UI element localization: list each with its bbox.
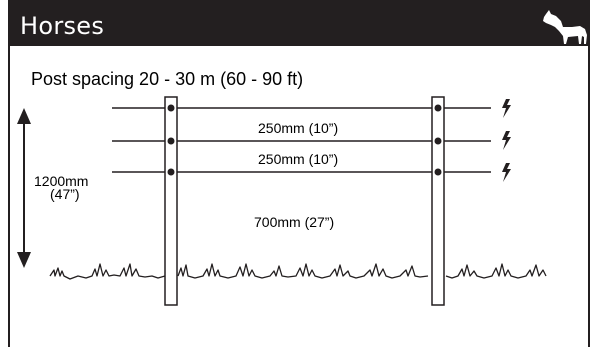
wire-gap-top-label: 250mm (10”): [258, 120, 339, 136]
wire-gap-middle-label: 250mm (10”): [258, 151, 339, 167]
insulator: [434, 137, 442, 145]
lightning-bolt-icon: [502, 131, 511, 150]
lightning-bolt-icon: [502, 163, 511, 182]
insulator: [434, 104, 442, 112]
header-bar: [8, 0, 590, 46]
insulator: [167, 137, 175, 145]
page-title: Horses: [20, 12, 105, 40]
horse-icon: [543, 10, 587, 44]
insulator: [167, 104, 175, 112]
total-height-imperial-label: (47”): [50, 186, 80, 202]
lightning-bolt-icon: [502, 99, 511, 118]
fence-post-left: [164, 96, 178, 306]
post-spacing-label: Post spacing 20 - 30 m (60 - 90 ft): [31, 69, 304, 89]
insulator: [434, 168, 442, 176]
height-arrow: [17, 108, 31, 268]
wire-gap-bottom-label: 700mm (27”): [254, 214, 335, 230]
insulator: [167, 168, 175, 176]
total-height-label: 1200mm: [34, 173, 89, 189]
grass-icon: [49, 263, 547, 280]
insulators: [167, 104, 442, 176]
lightning-bolt-icon: [502, 99, 511, 182]
fence-post-right: [431, 96, 445, 306]
